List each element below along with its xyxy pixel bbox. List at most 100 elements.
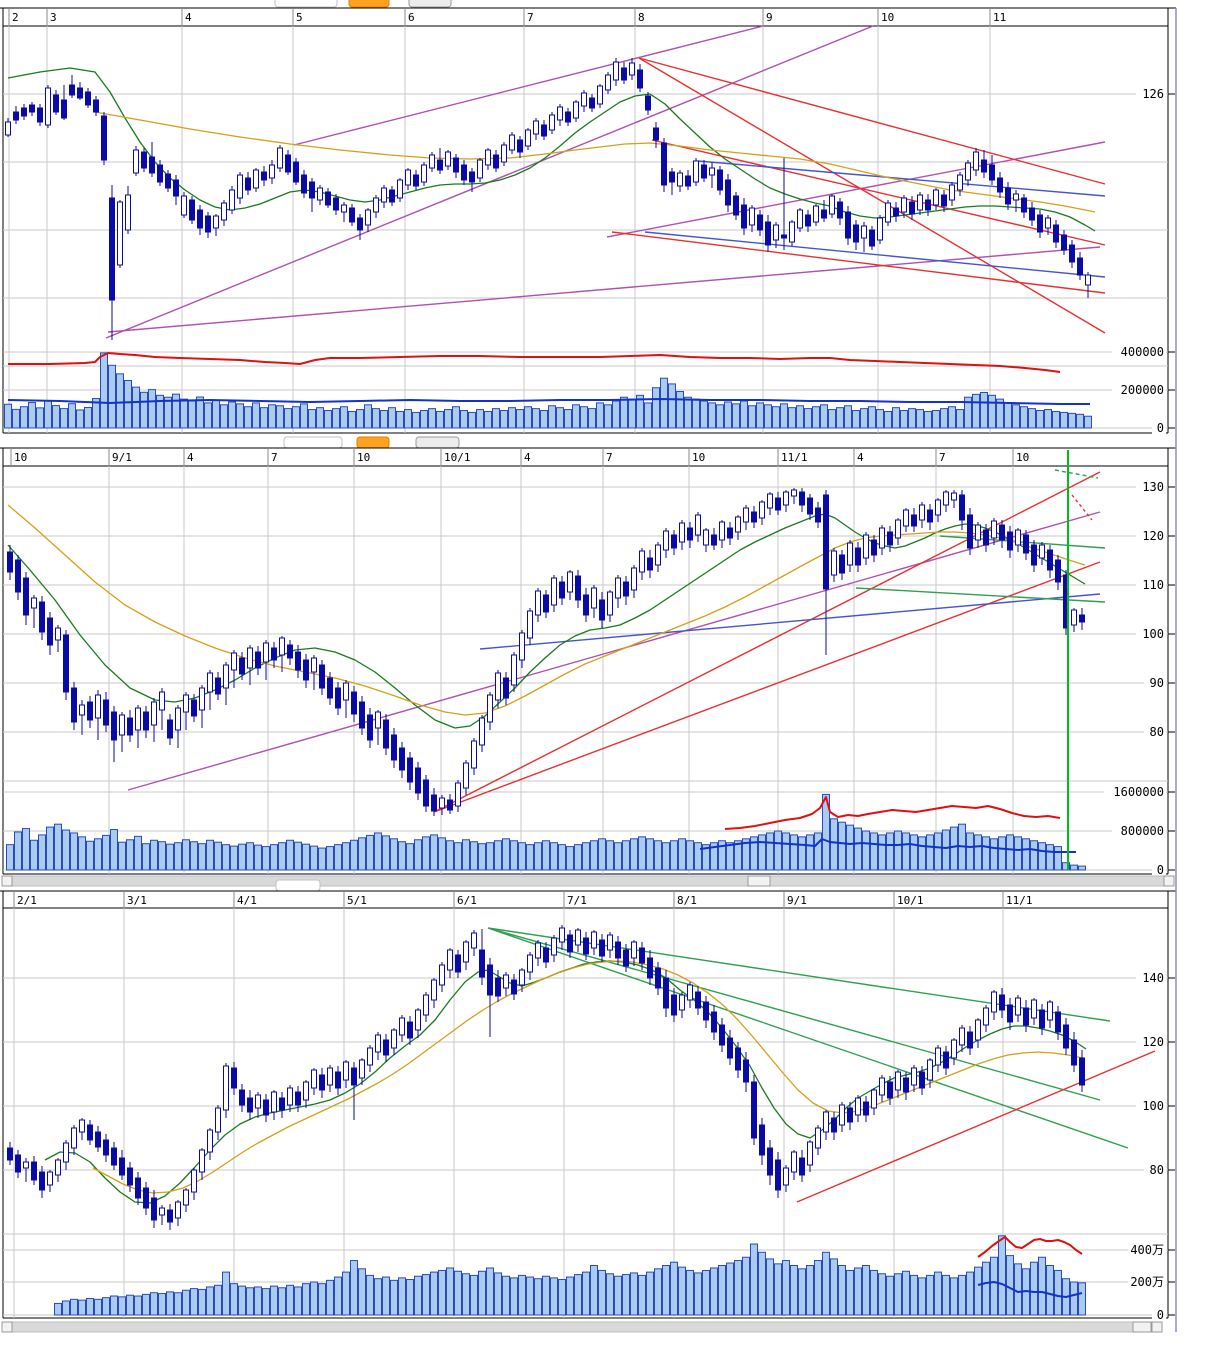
volume-bar — [1052, 410, 1060, 429]
candle-body — [261, 171, 267, 181]
candle-body — [917, 194, 923, 211]
candle-body — [303, 1081, 309, 1101]
candle-body — [303, 659, 309, 681]
y-axis-label: 126 — [1142, 87, 1164, 101]
volume-bar — [860, 408, 868, 429]
candle-body — [1005, 187, 1011, 205]
toolbar-button-fragment[interactable] — [274, 0, 338, 8]
candle-body — [357, 217, 363, 231]
candle-body — [759, 1124, 765, 1156]
volume-bar — [390, 1279, 398, 1316]
candle-body — [671, 534, 677, 549]
toolbar-button-fragment[interactable] — [415, 436, 460, 449]
y-label-backing — [1136, 971, 1166, 985]
volume-bar — [342, 842, 350, 871]
candle-body — [791, 1151, 797, 1173]
candle-body — [239, 1089, 245, 1106]
volume-bar — [390, 838, 398, 871]
volume-bar — [406, 1279, 414, 1316]
candle-body — [615, 941, 621, 959]
volume-bar — [316, 407, 324, 429]
candle-body — [543, 594, 549, 613]
volume-bar — [198, 1288, 206, 1316]
candle-body — [903, 509, 909, 527]
candle-body — [863, 1101, 869, 1116]
toolbar-button-fragment[interactable] — [356, 436, 390, 449]
candle-body — [965, 162, 971, 181]
volume-bar — [734, 840, 742, 871]
scrollbar-track[interactable] — [1, 875, 1175, 887]
toolbar-button-fragment[interactable] — [275, 879, 321, 892]
scrollbar-right-arrow[interactable] — [1151, 1321, 1163, 1333]
candle-body — [191, 1169, 197, 1193]
volume-bar — [884, 410, 892, 429]
volume-bar — [684, 396, 692, 429]
toolbar-button-fragment[interactable] — [348, 0, 390, 8]
volume-bar — [326, 846, 334, 871]
volume-bar — [950, 826, 958, 871]
volume-bar — [990, 838, 998, 871]
candle-body — [151, 1197, 157, 1221]
volume-bar — [790, 1265, 798, 1316]
volume-bar — [310, 845, 318, 871]
candle-body — [943, 1051, 949, 1069]
volume-bar — [662, 842, 670, 871]
candle-body — [119, 714, 125, 736]
candle-body — [583, 937, 589, 955]
candle-body — [757, 214, 763, 231]
volume-bar — [774, 1263, 782, 1316]
scrollbar-left-arrow[interactable] — [1, 1321, 13, 1333]
candle-body — [501, 144, 507, 163]
volume-bar — [142, 1293, 150, 1316]
candle-body — [935, 499, 941, 516]
candle-body — [397, 179, 403, 199]
candle-body — [623, 949, 629, 967]
volume-bar — [252, 402, 260, 429]
volume-bar — [494, 840, 502, 871]
volume-bar — [830, 818, 838, 871]
volume-bar — [292, 406, 300, 429]
candle-body — [103, 1139, 109, 1156]
candle-body — [365, 209, 371, 226]
scrollbar-right-arrow[interactable] — [1163, 875, 1175, 887]
candle-body — [391, 734, 397, 761]
volume-bar — [158, 1293, 166, 1316]
volume-bar — [902, 1270, 910, 1316]
volume-bar — [326, 1279, 334, 1316]
x-axis-label: 7 — [271, 451, 278, 464]
volume-bar — [806, 834, 814, 871]
volume-bar — [614, 842, 622, 871]
scrollbar-thumb[interactable] — [747, 875, 771, 887]
candle-body — [567, 571, 573, 593]
volume-bar — [622, 840, 630, 871]
toolbar-button-fragment[interactable] — [408, 0, 452, 8]
x-axis-label: 9/1 — [112, 451, 132, 464]
candle-body — [143, 1187, 149, 1209]
volume-bar — [318, 847, 326, 871]
candle-body — [1047, 549, 1053, 571]
candle-body — [687, 984, 693, 1001]
toolbar-button-fragment[interactable] — [283, 436, 343, 449]
volume-bar — [334, 844, 342, 871]
candle-body — [109, 197, 115, 301]
volume-bar — [438, 1269, 446, 1316]
volume-bar — [166, 843, 174, 871]
candle-body — [631, 567, 637, 591]
volume-bar — [300, 403, 308, 429]
candle-body — [239, 657, 245, 675]
candle-body — [655, 544, 661, 566]
scrollbar-left-arrow[interactable] — [1, 875, 13, 887]
scrollbar-track[interactable] — [1, 1321, 1163, 1333]
candle-body — [613, 61, 619, 81]
volume-bar — [468, 411, 476, 429]
volume-bar — [654, 1268, 662, 1316]
volume-bar — [732, 403, 740, 429]
volume-bar — [30, 839, 38, 871]
volume-bar — [348, 410, 356, 429]
candle-body — [23, 1161, 29, 1169]
volume-bar — [638, 1274, 646, 1316]
volume-bar — [580, 406, 588, 429]
scrollbar-thumb[interactable] — [1132, 1321, 1152, 1333]
xaxis-header-band — [0, 8, 1176, 26]
candle-body — [1037, 214, 1043, 233]
